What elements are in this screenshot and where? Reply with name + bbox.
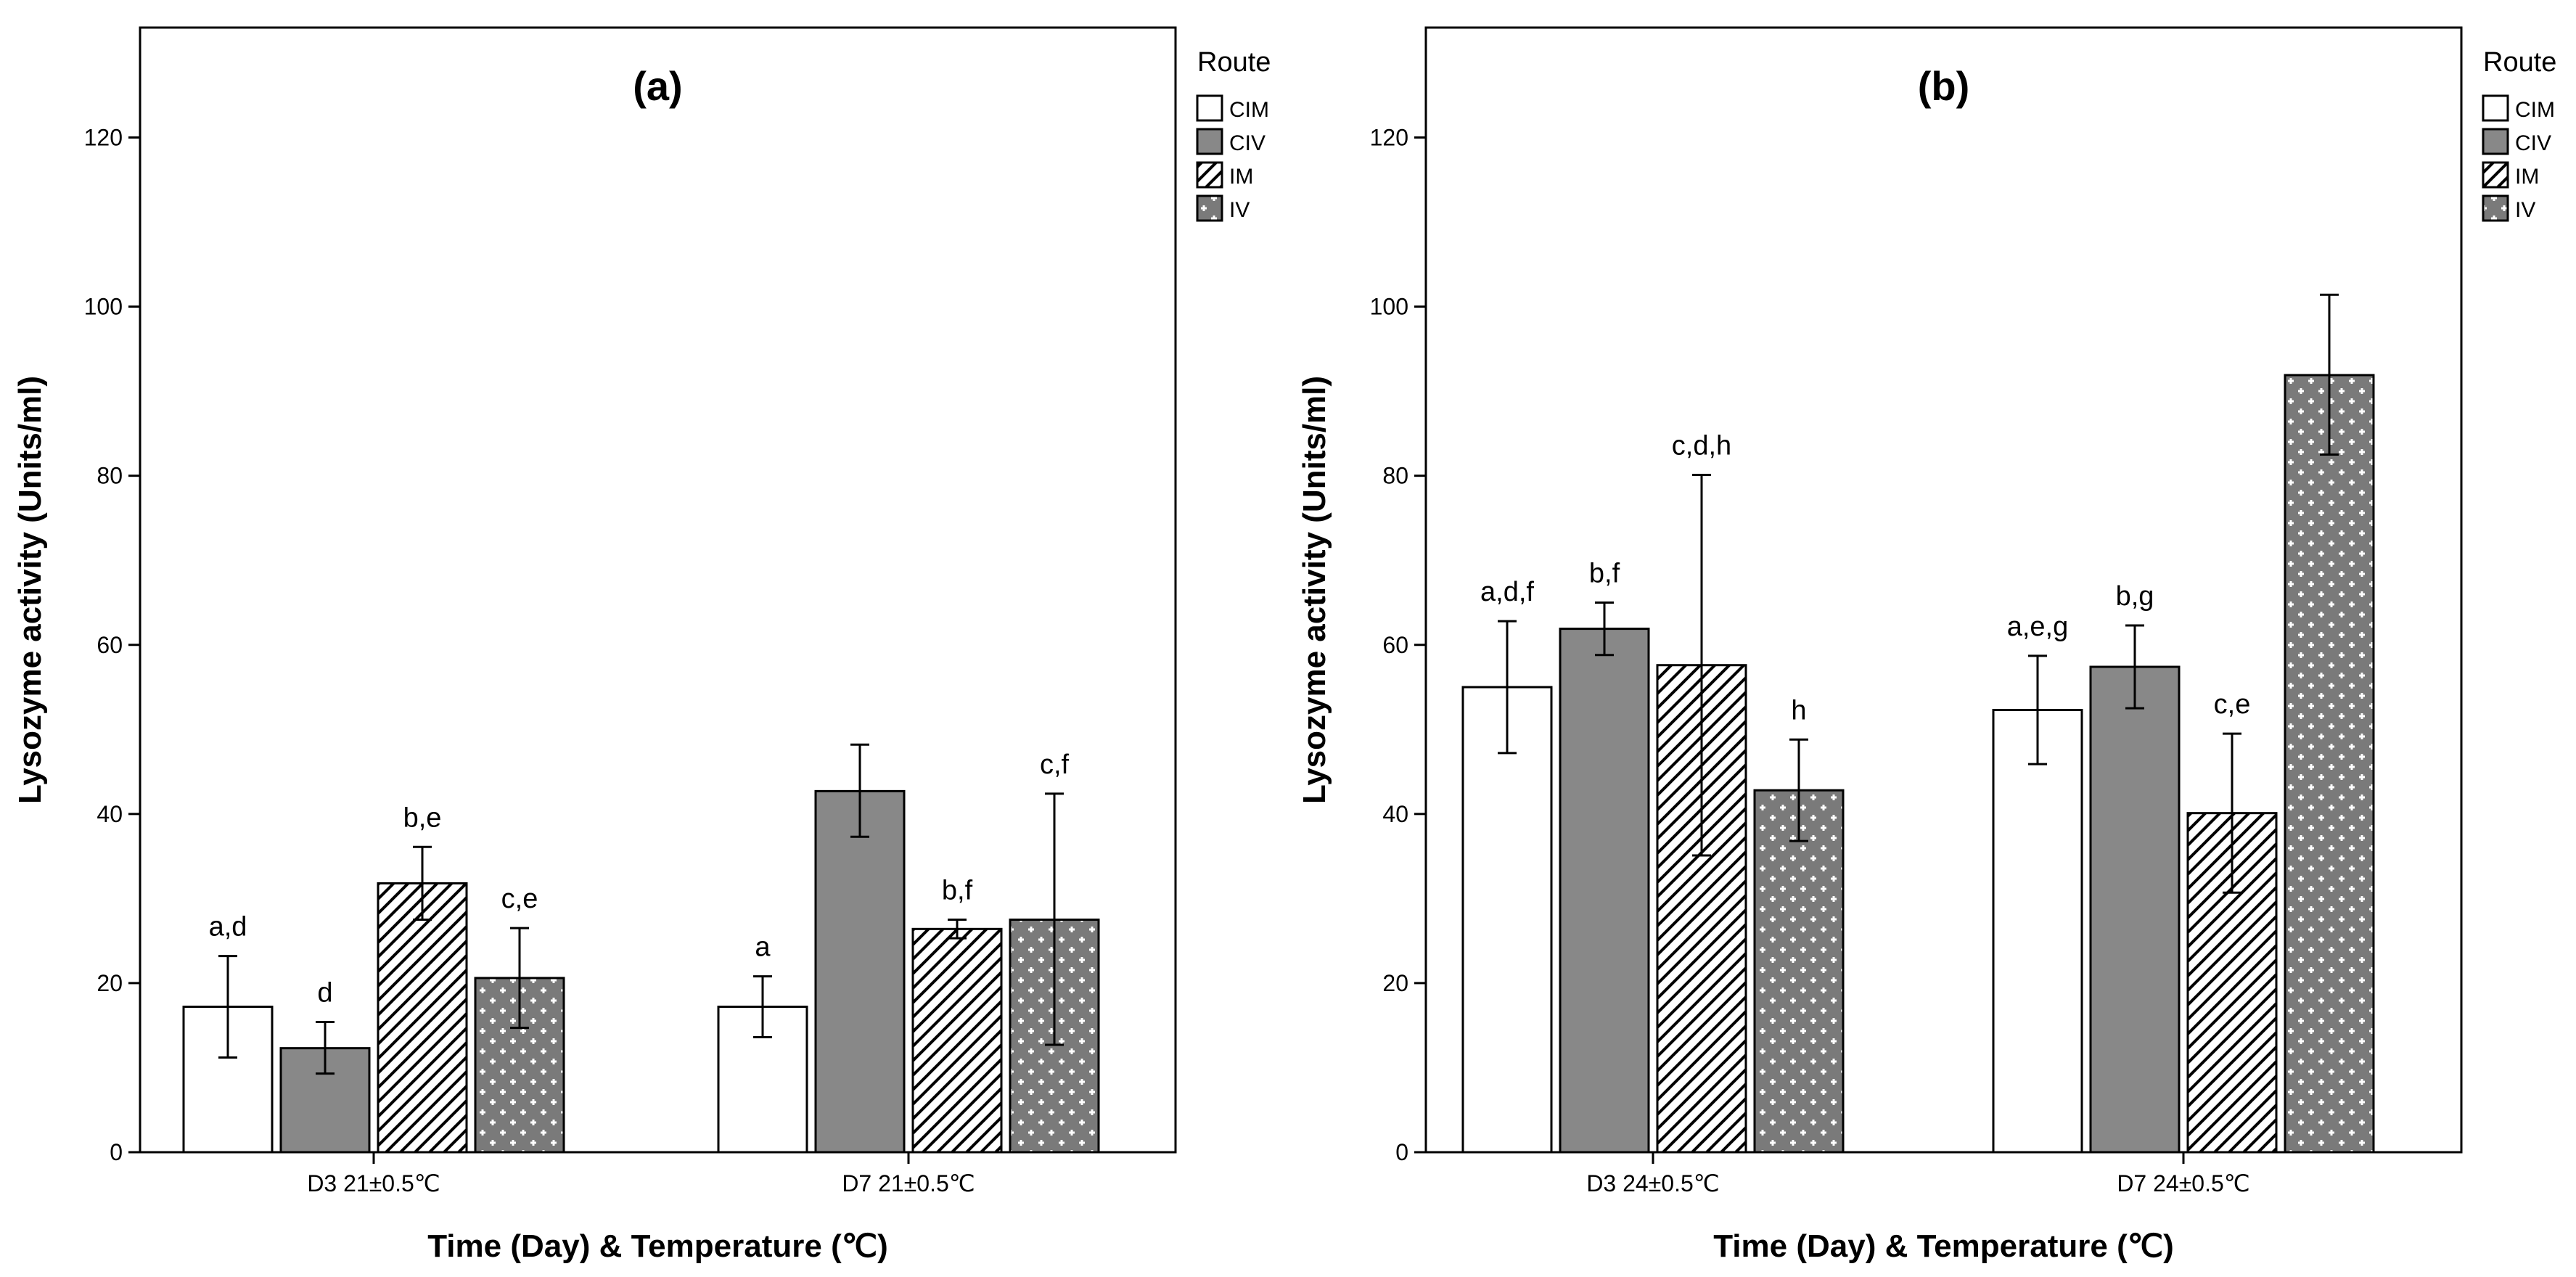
x-tick-label: D7 24±0.5℃ (2117, 1170, 2249, 1196)
y-tick-label: 0 (110, 1139, 123, 1165)
y-axis-label: Lysozyme activity (Units/ml) (1297, 376, 1332, 804)
bar-cim (1461, 686, 1553, 1154)
bar-iv (1753, 789, 1845, 1154)
significance-label: a,e,g (2007, 612, 2069, 642)
chart-panel-b: (b) 0 20 40 60 80 100 120 Lysozyme activity (Uni… (1297, 26, 2556, 1264)
plot-frame (139, 26, 1177, 1154)
legend-swatch-civ (2482, 128, 2509, 155)
x-tick-label: D3 24±0.5℃ (1586, 1170, 1719, 1196)
legend-swatch-im (2482, 161, 2509, 189)
bar-im (377, 882, 468, 1154)
legend-swatch-civ (1196, 128, 1223, 155)
significance-label: b,f (942, 876, 973, 906)
legend: Route CIM CIV IM IV (1196, 47, 1271, 222)
significance-label: d (317, 978, 332, 1009)
significance-label: a (755, 932, 771, 963)
chart-title: (b) (1918, 63, 1970, 109)
plot-frame (1424, 26, 2463, 1154)
legend: Route CIM CIV IM IV (2482, 47, 2556, 222)
legend-title: Route (2483, 47, 2556, 78)
legend-swatch-im (1196, 161, 1223, 189)
y-tick-label: 40 (1382, 801, 1408, 827)
significance-label: h (1791, 695, 1806, 726)
y-tick-label: 60 (1382, 632, 1408, 658)
significance-label: b,e (403, 802, 442, 833)
bar-civ (2089, 665, 2181, 1154)
legend-swatch-iv (1196, 194, 1223, 222)
significance-label: c,f (1040, 750, 1070, 780)
bar-civ (1559, 628, 1650, 1154)
legend-swatch-cim (2482, 94, 2509, 122)
legend-entry-iv: IV (1229, 198, 1250, 222)
chart-panel-a: (a) 0 20 40 60 80 100 120 Lysozyme activity (Uni… (12, 26, 1271, 1264)
significance-label: b,g (2116, 581, 2154, 612)
y-tick-label: 40 (97, 801, 123, 827)
y-tick-label: 100 (84, 294, 123, 320)
legend-entry-cim: CIM (2515, 98, 2555, 122)
significance-label: c,d,h (1672, 431, 1731, 461)
y-tick-label: 120 (84, 125, 123, 151)
y-tick-label: 120 (1370, 125, 1408, 151)
significance-label: a,d (209, 912, 247, 943)
y-tick-label: 20 (1382, 970, 1408, 996)
y-tick-label: 80 (1382, 463, 1408, 489)
legend-entry-civ: CIV (2515, 131, 2551, 155)
y-axis-label: Lysozyme activity (Units/ml) (12, 376, 48, 804)
bar-iv (2284, 374, 2375, 1154)
legend-entry-civ: CIV (1229, 131, 1266, 155)
y-tick-label: 20 (97, 970, 123, 996)
x-axis-label: Time (Day) & Temperature (℃) (1713, 1228, 2174, 1264)
significance-label: c,e (501, 884, 538, 914)
legend-entry-im: IM (1229, 165, 1253, 189)
x-tick-label: D7 21±0.5℃ (842, 1170, 975, 1196)
significance-label: c,e (2214, 689, 2251, 720)
legend-entry-im: IM (2515, 165, 2539, 189)
bar-im (911, 927, 1003, 1154)
significance-label: a,d,f (1480, 577, 1534, 607)
significance-label: b,f (1589, 558, 1620, 588)
x-tick-label: D3 21±0.5℃ (307, 1170, 440, 1196)
legend-title: Route (1197, 47, 1271, 78)
bar-civ (814, 789, 906, 1154)
legend-swatch-iv (2482, 194, 2509, 222)
legend-entry-cim: CIM (1229, 98, 1269, 122)
y-tick-label: 0 (1395, 1139, 1408, 1165)
y-tick-label: 80 (97, 463, 123, 489)
y-tick-label: 100 (1370, 294, 1408, 320)
x-axis-label: Time (Day) & Temperature (℃) (427, 1228, 888, 1264)
y-tick-label: 60 (97, 632, 123, 658)
bar-cim (182, 1006, 274, 1154)
legend-swatch-cim (1196, 94, 1223, 122)
chart-title: (a) (633, 63, 682, 109)
bar-cim (1992, 708, 2083, 1154)
legend-entry-iv: IV (2515, 198, 2535, 222)
